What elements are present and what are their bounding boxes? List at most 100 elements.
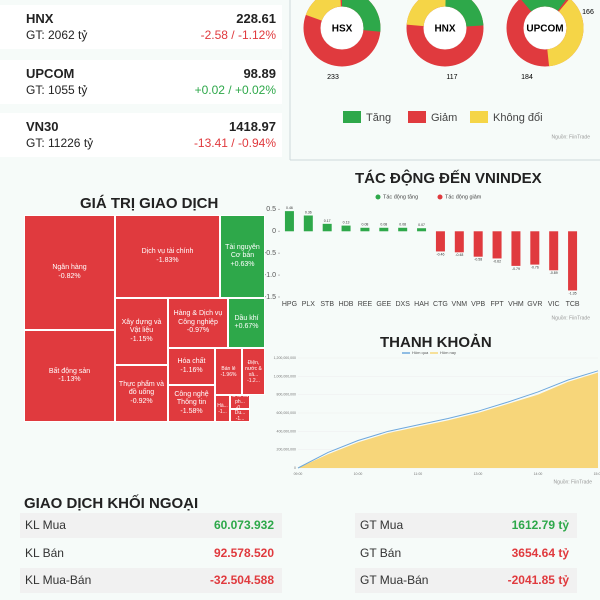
data-label: 0.08	[380, 223, 387, 227]
y-tick-label: 1,000,000,000	[274, 374, 296, 378]
index-name: UPCOM	[26, 66, 75, 81]
cell-name: Dầu khí	[234, 314, 259, 322]
treemap-cell: Thực phẩm và đồ uống -0.92%	[115, 365, 168, 422]
treemap-title: GIÁ TRỊ GIAO DỊCH	[80, 195, 219, 212]
bar	[322, 223, 332, 232]
cell-name: Du...	[234, 409, 246, 416]
index-gt: GT: 11226 tỷ	[26, 136, 94, 150]
donut-hnx	[406, 0, 484, 67]
legend-swatch	[343, 111, 361, 123]
legend-label: Giảm	[431, 112, 457, 124]
cell-name: Tài nguyên Cơ bản	[225, 243, 260, 260]
cell-name: Công nghệ Thông tin	[174, 390, 209, 407]
bar	[284, 211, 294, 232]
y-tick-label: 0.5	[266, 206, 276, 213]
area	[298, 372, 598, 468]
cell-change: +0.67%	[234, 323, 259, 330]
donut-label: HSX	[332, 24, 353, 35]
count-label: 184	[521, 74, 533, 81]
foreign-row: KL Mua-Bán -32.504.588	[20, 568, 282, 593]
legend-label: Hôm qua	[412, 350, 429, 355]
treemap-cell: Hàng & Dịch vụ Công nghiệp -0.97%	[168, 298, 228, 348]
row-label: KL Bán	[25, 546, 64, 560]
row-value: 60.073.932	[213, 518, 274, 532]
treemap-cell: Hà... -1...	[215, 395, 230, 422]
index-value: 228.61	[236, 11, 276, 26]
cell-name: Bất động sản	[48, 367, 91, 375]
foreign-row: GT Bán 3654.64 tỷ	[355, 541, 577, 566]
donut-label: UPCOM	[526, 24, 563, 35]
x-tick-label: VNM	[452, 301, 468, 308]
legend-swatch	[470, 111, 488, 123]
x-tick-label: HAH	[414, 301, 429, 308]
cell-change: -1.16%	[180, 366, 203, 374]
index-value: 1418.97	[229, 119, 276, 134]
x-tick-label: 13:00	[474, 472, 483, 476]
treemap-cell: Ô tô và ph... -0...	[230, 395, 250, 409]
bar	[303, 215, 313, 232]
legend-dot	[375, 194, 381, 200]
legend-label: Tác động giảm	[445, 194, 482, 200]
cell-name: Hàng & Dịch vụ Công nghiệp	[173, 310, 223, 326]
donut-hsx	[303, 0, 381, 67]
treemap-cell: Bán lẻ -1.96%	[215, 348, 242, 395]
y-tick-label: 200,000,000	[277, 448, 297, 452]
row-label: GT Mua-Bán	[360, 573, 429, 587]
donut-center	[424, 7, 466, 49]
data-label: -0.62	[493, 259, 501, 263]
donut-center	[524, 7, 566, 49]
legend-label: Hôm nay	[440, 350, 456, 355]
cell-name: Bán lẻ	[221, 365, 236, 372]
row-label: KL Mua	[25, 518, 66, 532]
x-tick-label: HDB	[339, 301, 354, 308]
y-tick-label: 0	[294, 466, 296, 470]
data-label: 0.36	[305, 210, 312, 214]
chart-title: TÁC ĐỘNG ĐẾN VNINDEX	[355, 170, 542, 187]
donut-label: HNX	[434, 24, 455, 35]
cell-change: -1.2...	[247, 377, 260, 384]
index-change: -2.58 / -1.12%	[200, 28, 276, 42]
x-tick-label: VIC	[548, 301, 560, 308]
data-label: -0.58	[474, 258, 482, 262]
foreign-row: KL Mua 60.073.932	[20, 513, 282, 538]
cell-name: Hóa chất	[177, 358, 206, 366]
bar	[568, 231, 578, 291]
cell-change: -1.96%	[220, 371, 237, 378]
cell-change: -0.97%	[186, 327, 210, 335]
cell-change: -1...	[218, 408, 227, 415]
donut-segment	[406, 0, 484, 67]
bar	[511, 231, 521, 266]
index-card: VN30 1418.97 GT: 11226 tỷ -13.41 / -0.94%	[0, 113, 282, 157]
treemap-cell: Điện, nước & xă... -1.2...	[242, 348, 265, 395]
data-label: 0.08	[362, 223, 369, 227]
index-change: -13.41 / -0.94%	[193, 136, 276, 150]
y-tick-label: 1,200,000,000	[274, 356, 296, 360]
bar	[360, 227, 370, 232]
cell-name: Dịch vụ tài chính	[141, 248, 194, 256]
index-gt: GT: 1055 tỷ	[26, 83, 88, 97]
bar	[530, 231, 540, 265]
count-label: 233	[327, 74, 339, 81]
donut-segment	[506, 0, 584, 67]
treemap-cell: Tài nguyên Cơ bản +0.63%	[220, 215, 265, 298]
legend-label: Tác động tăng	[383, 194, 418, 200]
x-tick-label: CTG	[433, 301, 448, 308]
donut-upcom	[506, 0, 584, 67]
x-tick-label: GEE	[376, 301, 391, 308]
x-tick-label: STB	[320, 301, 334, 308]
y-tick-label: -1.0	[264, 272, 276, 279]
donut-segment	[303, 0, 381, 67]
cell-name: Thực phẩm và đồ uống	[118, 380, 165, 397]
index-value: 98.89	[243, 66, 276, 81]
treemap-cell: Dầu khí +0.67%	[228, 298, 265, 348]
x-tick-label: TCB	[566, 301, 580, 308]
bar	[454, 231, 464, 253]
x-tick-label: HPG	[282, 301, 297, 308]
data-label: -0.89	[550, 271, 558, 275]
x-tick-label: 14:00	[534, 472, 543, 476]
chart-title: THANH KHOẢN	[380, 334, 492, 351]
foreign-row: KL Bán 92.578.520	[20, 541, 282, 566]
bar	[379, 227, 389, 232]
